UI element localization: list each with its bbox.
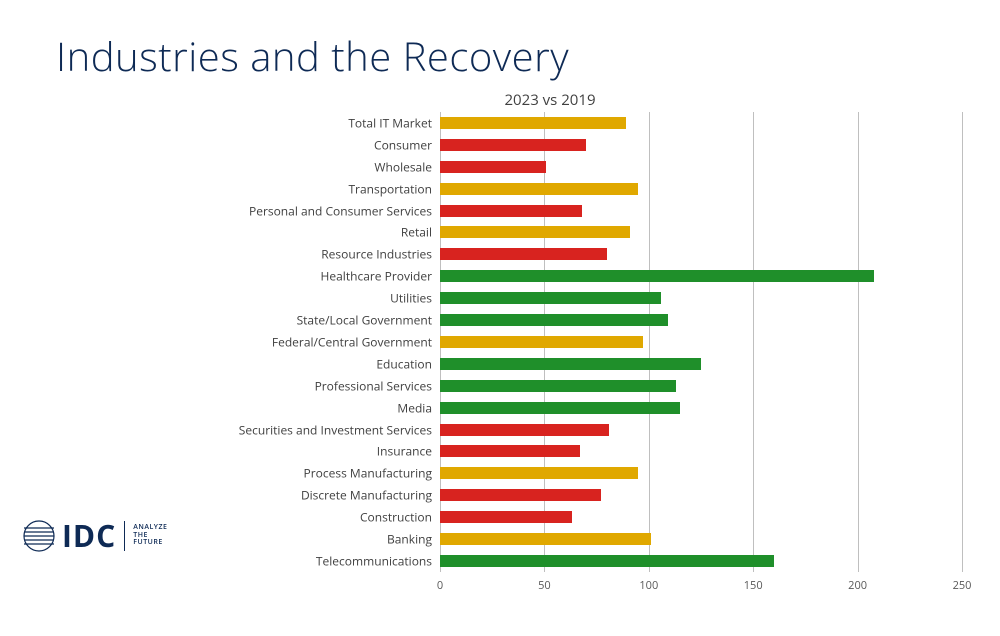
logo-brand-text: IDC (62, 515, 116, 556)
category-label: Education (376, 355, 440, 372)
bar-row: Retail (440, 222, 962, 244)
logo-divider (124, 521, 125, 551)
bar (440, 117, 626, 129)
bar (440, 511, 572, 523)
bar (440, 270, 874, 282)
bar (440, 424, 609, 436)
bar-row: Healthcare Provider (440, 265, 962, 287)
bar (440, 358, 701, 370)
bar (440, 402, 680, 414)
bar-row: Transportation (440, 178, 962, 200)
x-axis-tick-label: 100 (639, 578, 658, 593)
bar-row: Process Manufacturing (440, 462, 962, 484)
idc-logo: IDC ANALYZE THE FUTURE (22, 515, 167, 556)
bar-row: Discrete Manufacturing (440, 484, 962, 506)
x-axis-tick-label: 50 (538, 578, 551, 593)
recovery-bar-chart: 050100150200250Total IT MarketConsumerWh… (440, 112, 962, 572)
bar (440, 533, 651, 545)
bar-row: Construction (440, 506, 962, 528)
globe-icon (22, 519, 56, 553)
category-label: Discrete Manufacturing (301, 487, 440, 504)
category-label: Construction (360, 509, 440, 526)
x-axis-tick-label: 150 (744, 578, 763, 593)
bar-row: Resource Industries (440, 243, 962, 265)
bar (440, 161, 546, 173)
bar-row: Telecommunications (440, 550, 962, 572)
category-label: Personal and Consumer Services (249, 202, 440, 219)
category-label: Securities and Investment Services (239, 421, 440, 438)
bar (440, 205, 582, 217)
plot-area: 050100150200250Total IT MarketConsumerWh… (440, 112, 962, 572)
bar-row: Media (440, 397, 962, 419)
x-axis-tick-label: 0 (437, 578, 443, 593)
category-label: Federal/Central Government (272, 333, 440, 350)
bar-row: State/Local Government (440, 309, 962, 331)
bar (440, 226, 630, 238)
category-label: Process Manufacturing (304, 465, 440, 482)
bar (440, 336, 643, 348)
category-label: Consumer (374, 136, 440, 153)
bar-row: Personal and Consumer Services (440, 200, 962, 222)
bar (440, 467, 638, 479)
bar (440, 183, 638, 195)
bar-row: Wholesale (440, 156, 962, 178)
bar (440, 248, 607, 260)
category-label: Retail (401, 224, 440, 241)
bar (440, 489, 601, 501)
bar (440, 380, 676, 392)
category-label: Professional Services (315, 377, 440, 394)
category-label: State/Local Government (297, 312, 440, 329)
bar (440, 314, 668, 326)
x-axis-tick-label: 250 (953, 578, 972, 593)
bar-row: Consumer (440, 134, 962, 156)
bar (440, 292, 661, 304)
bar-row: Total IT Market (440, 112, 962, 134)
logo-tagline-line: FUTURE (133, 538, 162, 547)
chart-subtitle: 2023 vs 2019 (440, 90, 660, 110)
category-label: Media (397, 399, 440, 416)
category-label: Insurance (377, 443, 440, 460)
bar (440, 555, 774, 567)
category-label: Total IT Market (348, 114, 440, 131)
category-label: Resource Industries (321, 246, 440, 263)
category-label: Healthcare Provider (321, 268, 440, 285)
bar-row: Education (440, 353, 962, 375)
bar (440, 445, 580, 457)
category-label: Telecommunications (316, 552, 440, 569)
bar-row: Utilities (440, 287, 962, 309)
category-label: Banking (387, 531, 440, 548)
page-title: Industries and the Recovery (56, 28, 569, 83)
slide: Industries and the Recovery 2023 vs 2019… (0, 0, 1000, 636)
x-axis-tick-label: 200 (848, 578, 867, 593)
category-label: Utilities (390, 290, 440, 307)
category-label: Wholesale (374, 158, 440, 175)
logo-tagline: ANALYZE THE FUTURE (133, 524, 167, 546)
bar-row: Banking (440, 528, 962, 550)
bar-row: Insurance (440, 441, 962, 463)
bar-row: Federal/Central Government (440, 331, 962, 353)
bar-row: Professional Services (440, 375, 962, 397)
bar (440, 139, 586, 151)
category-label: Transportation (348, 180, 440, 197)
gridline (962, 112, 963, 572)
bar-row: Securities and Investment Services (440, 419, 962, 441)
